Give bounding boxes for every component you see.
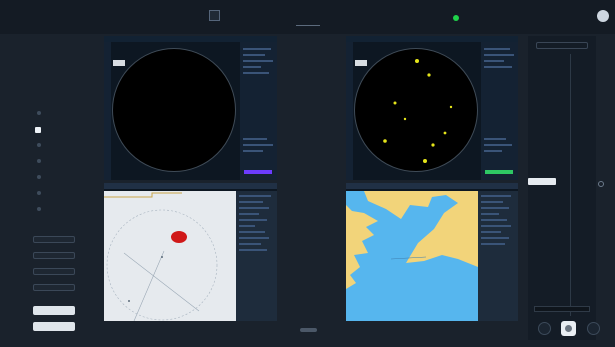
- right-strip-slider-track[interactable]: [570, 54, 571, 316]
- radar-mode-badge[interactable]: [113, 60, 125, 66]
- next-button[interactable]: [587, 322, 600, 335]
- chart-left-panel[interactable]: [104, 183, 277, 321]
- data-row: [481, 225, 511, 227]
- display-mode-button[interactable]: [209, 10, 220, 21]
- brand-underline: [296, 25, 320, 26]
- data-row: [239, 219, 267, 221]
- data-row: [243, 60, 273, 62]
- track-marker-icon[interactable]: [171, 231, 187, 243]
- radar-left-panel[interactable]: [104, 36, 277, 180]
- radar-left-data-column: [240, 42, 277, 180]
- gain-bar[interactable]: [244, 170, 272, 174]
- data-row: [484, 60, 504, 62]
- data-row: [243, 54, 265, 56]
- radar-target: [383, 139, 387, 143]
- data-row: [239, 237, 269, 239]
- radar-target: [427, 73, 431, 77]
- sea-chart-water: [346, 191, 478, 321]
- data-row: [243, 48, 271, 50]
- data-row: [239, 195, 271, 197]
- sidebar-button-3[interactable]: [33, 268, 75, 275]
- menu-dot-active-icon: [35, 127, 41, 133]
- menu-dot-icon: [37, 191, 41, 195]
- data-row: [243, 66, 261, 68]
- data-row: [243, 138, 267, 140]
- data-row: [243, 144, 273, 146]
- right-strip-title[interactable]: [536, 42, 588, 49]
- sidebar-button-1[interactable]: [33, 236, 75, 243]
- menu-dot-icon: [37, 111, 41, 115]
- radar-target: [393, 101, 397, 105]
- data-row: [484, 138, 506, 140]
- data-row: [484, 144, 512, 146]
- nav-chart-map[interactable]: [104, 191, 236, 321]
- data-row: [481, 243, 505, 245]
- status-led-icon: [453, 15, 459, 21]
- gain-bar[interactable]: [485, 170, 513, 174]
- bottom-button-2[interactable]: [33, 322, 75, 331]
- radar-scope[interactable]: [112, 48, 236, 172]
- data-row: [481, 195, 511, 197]
- center-action-button[interactable]: [561, 321, 576, 336]
- radar-target: [423, 159, 427, 163]
- data-row: [481, 201, 503, 203]
- data-row: [239, 249, 267, 251]
- radar-mode-badge[interactable]: [355, 60, 367, 66]
- data-row: [484, 48, 510, 50]
- data-row: [243, 150, 263, 152]
- radar-right-panel[interactable]: [346, 36, 518, 180]
- right-strip-bottom-label: [534, 306, 590, 312]
- radar-target: [449, 105, 453, 109]
- data-row: [239, 207, 269, 209]
- page-indicator[interactable]: [300, 328, 317, 332]
- sea-chart-map[interactable]: [346, 191, 478, 321]
- radar-right-data-column: [481, 42, 518, 180]
- data-row: [484, 150, 502, 152]
- radar-left-info-strip: [104, 42, 111, 180]
- data-row: [239, 231, 265, 233]
- data-row: [239, 213, 259, 215]
- radar-right-info-strip: [346, 42, 353, 180]
- chart-right-panel[interactable]: [346, 183, 518, 321]
- sidebar-button-2[interactable]: [33, 252, 75, 259]
- menu-dot-icon: [37, 159, 41, 163]
- bottom-button-1[interactable]: [33, 306, 75, 315]
- radar-scope[interactable]: [354, 48, 478, 172]
- radar-left-header: [104, 36, 277, 42]
- data-row: [239, 243, 261, 245]
- menu-dot-icon: [37, 175, 41, 179]
- radar-target: [431, 143, 435, 147]
- radar-target: [443, 131, 447, 135]
- data-row: [481, 219, 507, 221]
- user-icon[interactable]: [597, 10, 609, 22]
- data-row: [481, 213, 499, 215]
- chart-left-header: [104, 183, 277, 189]
- right-strip-selected-item[interactable]: [528, 178, 556, 185]
- right-strip: [528, 36, 596, 340]
- previous-button[interactable]: [538, 322, 551, 335]
- data-row: [481, 237, 509, 239]
- data-row: [243, 72, 269, 74]
- sidebar-button-4[interactable]: [33, 284, 75, 291]
- panel-handle-icon[interactable]: [598, 181, 604, 187]
- data-row: [239, 201, 263, 203]
- radar-targets: [383, 59, 453, 163]
- data-row: [484, 54, 514, 56]
- chart-left-data-column: [236, 191, 277, 321]
- chart-right-header: [346, 183, 518, 189]
- radar-target: [415, 59, 419, 63]
- top-bar: [0, 0, 615, 34]
- data-row: [481, 231, 501, 233]
- radar-right-header: [346, 36, 518, 42]
- radar-target: [403, 117, 407, 121]
- menu-dot-icon: [37, 207, 41, 211]
- data-row: [239, 225, 255, 227]
- data-row: [481, 207, 509, 209]
- menu-dot-icon: [37, 143, 41, 147]
- nav-chart-overlay: [104, 192, 218, 321]
- chart-right-data-column: [478, 191, 518, 321]
- data-row: [484, 66, 512, 68]
